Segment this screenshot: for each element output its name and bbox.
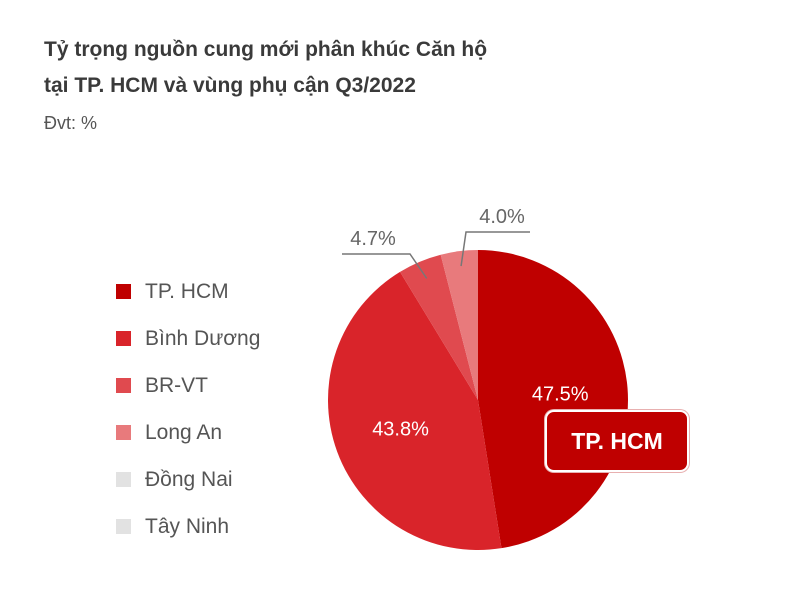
data-label: 4.7% — [350, 228, 396, 250]
pie-slice — [328, 271, 502, 550]
legend-item: Long An — [116, 409, 260, 456]
legend-label: Bình Dương — [145, 326, 261, 350]
legend-label: Tây Ninh — [145, 514, 230, 538]
chart-title-line-1: Tỷ trọng nguồn cung mới phân khúc Căn hộ — [44, 38, 488, 61]
legend-swatch — [116, 378, 131, 393]
data-label: 43.8% — [372, 418, 429, 440]
leader-line — [342, 253, 428, 279]
callout-label: TP. HCM — [545, 410, 689, 472]
legend-item: Đồng Nai — [116, 456, 260, 503]
chart-subtitle: Đvt: % — [44, 113, 98, 133]
legend-label: Đồng Nai — [145, 467, 233, 491]
legend: TP. HCM Bình Dương BR-VT Long An Đồng Nai Tây… — [116, 268, 260, 550]
pie-slice — [400, 254, 478, 400]
legend-swatch — [116, 425, 131, 440]
leader-line — [460, 231, 530, 267]
legend-swatch — [116, 472, 131, 487]
pie-slice — [478, 250, 628, 549]
legend-label: Long An — [145, 420, 223, 444]
legend-swatch — [116, 284, 131, 299]
data-label: 47.5% — [532, 384, 589, 406]
legend-item: BR-VT — [116, 362, 260, 409]
legend-item: Tây Ninh — [116, 503, 260, 550]
chart-title-line-2: tại TP. HCM và vùng phụ cận Q3/2022 — [44, 74, 416, 97]
legend-swatch — [116, 519, 131, 534]
legend-item: Bình Dương — [116, 315, 260, 362]
legend-label: BR-VT — [145, 373, 208, 397]
pie-slice — [440, 250, 478, 400]
data-label: 4.0% — [479, 206, 525, 228]
legend-item: TP. HCM — [116, 268, 260, 315]
legend-label: TP. HCM — [145, 279, 229, 303]
chart-title: Tỷ trọng nguồn cung mới phân khúc Căn hộ… — [44, 32, 487, 104]
legend-swatch — [116, 331, 131, 346]
